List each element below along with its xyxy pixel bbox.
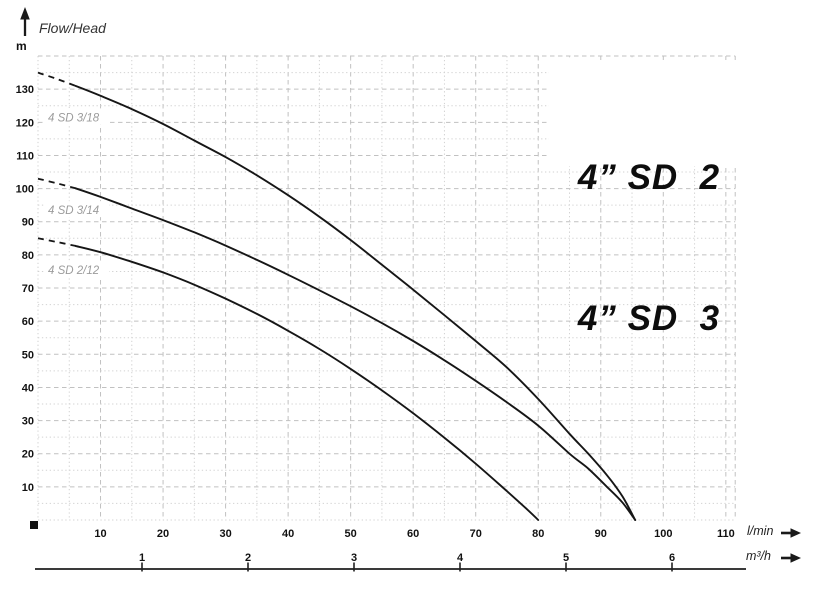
- up-arrow-icon: [20, 7, 30, 36]
- curve-dashed-4-sd-3-14: [37, 177, 76, 190]
- lmin-tick-label: 80: [532, 528, 544, 540]
- m3h-tick-label: 6: [669, 552, 675, 564]
- curve-label-4-sd-3-14: 4 SD 3/14: [48, 205, 99, 217]
- y-tick-label: 60: [22, 316, 34, 328]
- lmin-tick-label: 110: [717, 528, 735, 540]
- curve-dashed-4-sd-3-18: [37, 71, 76, 87]
- product-title-line1: 4” SD 2: [577, 158, 721, 197]
- curve-4-sd-3-18: [74, 84, 637, 521]
- curve-4-sd-2-12: [74, 244, 540, 521]
- curve-label-bg-4-sd-3-14: [45, 201, 110, 218]
- lmin-tick-label: 70: [470, 528, 482, 540]
- origin-marker: [30, 521, 38, 529]
- product-title-line2: 4” SD 3: [577, 299, 721, 338]
- curve-4-sd-3-14: [74, 187, 637, 521]
- product-title: 4” SD 2 4” SD 3: [549, 60, 749, 338]
- m3h-tick-label: 5: [563, 552, 569, 564]
- m3h-right-arrow-icon: [781, 553, 801, 563]
- m3h-tick-label: 3: [351, 552, 357, 564]
- curve-label-4-sd-3-18: 4 SD 3/18: [48, 112, 100, 124]
- y-tick-label: 10: [22, 482, 34, 494]
- x-unit-lmin-label: l/min: [747, 524, 774, 538]
- y-tick-label: 20: [22, 449, 34, 461]
- y-tick-label: 50: [22, 349, 34, 361]
- m3h-tick-label: 4: [457, 552, 464, 564]
- curve-label-bg-4-sd-3-18: [45, 108, 110, 125]
- lmin-tick-label: 60: [407, 528, 419, 540]
- y-tick-label: 130: [16, 84, 34, 96]
- m3h-tick-label: 1: [139, 552, 145, 564]
- y-tick-label: 30: [22, 416, 34, 428]
- y-tick-label: 100: [16, 184, 34, 196]
- y-tick-label: 70: [22, 283, 34, 295]
- y-tick-label: 90: [22, 217, 34, 229]
- lmin-tick-label: 40: [282, 528, 294, 540]
- x-unit-m3h-label: m³/h: [746, 549, 771, 563]
- y-unit-label: m: [16, 39, 27, 53]
- curve-layer: 4 SD 3/18 4 SD 3/14 4 SD 2/12: [37, 71, 637, 521]
- lmin-tick-label: 30: [219, 528, 231, 540]
- grid-layer: [37, 55, 736, 521]
- lmin-tick-label: 10: [94, 528, 106, 540]
- y-tick-label: 110: [16, 150, 34, 162]
- y-tick-label: 40: [22, 382, 34, 394]
- lmin-tick-label: 20: [157, 528, 169, 540]
- lmin-tick-label: 90: [595, 528, 607, 540]
- lmin-tick-label: 100: [654, 528, 672, 540]
- y-tick-label: 120: [16, 117, 34, 129]
- axis-title: Flow/Head: [39, 20, 106, 36]
- lmin-right-arrow-icon: [781, 528, 801, 538]
- curve-label-bg-4-sd-2-12: [45, 260, 110, 277]
- lmin-tick-label: 50: [345, 528, 357, 540]
- curve-label-4-sd-2-12: 4 SD 2/12: [48, 265, 100, 277]
- y-tick-label: 80: [22, 250, 34, 262]
- tick-layer: 10 20 30 40 50 60 70 80 90 100 110 120 130 10 20 30 40 50…: [16, 84, 746, 572]
- m3h-tick-label: 2: [245, 552, 251, 564]
- curve-dashed-4-sd-2-12: [37, 237, 76, 247]
